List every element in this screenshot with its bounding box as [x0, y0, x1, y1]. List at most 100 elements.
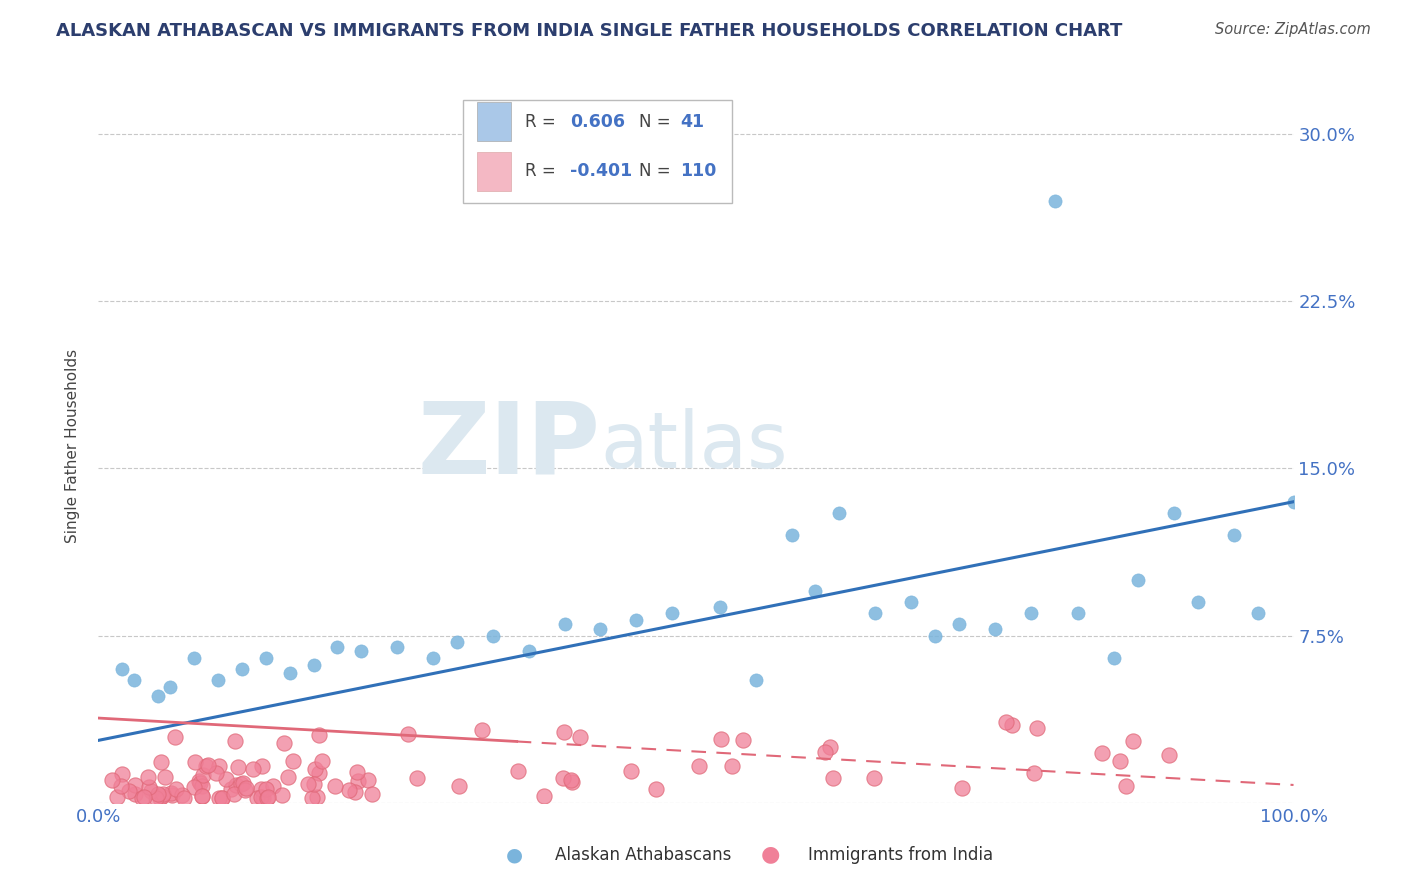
Point [1122, 733, 1144, 747]
Point [481, 628, 505, 642]
Point [357, 773, 380, 788]
Point [124, 787, 146, 801]
Point [814, 744, 837, 758]
Point [224, 734, 246, 748]
Point [721, 759, 744, 773]
Point [132, 789, 155, 804]
Point [191, 779, 214, 793]
Point [471, 723, 494, 738]
Point [250, 781, 273, 796]
Point [297, 777, 319, 791]
Point [517, 644, 540, 658]
Point [446, 635, 468, 649]
Point [862, 772, 884, 786]
Point [346, 765, 368, 780]
Point [731, 733, 754, 747]
Point [302, 657, 325, 672]
FancyBboxPatch shape [463, 100, 733, 203]
Point [159, 680, 181, 694]
Point [155, 771, 177, 785]
Text: Immigrants from India: Immigrants from India [808, 846, 994, 863]
Text: ●: ● [506, 845, 523, 864]
Text: 0.606: 0.606 [571, 112, 626, 130]
Text: -0.401: -0.401 [571, 162, 633, 180]
Point [188, 776, 211, 790]
Point [818, 739, 841, 754]
Point [561, 775, 583, 789]
Point [865, 607, 887, 621]
Point [1019, 607, 1042, 621]
Point [165, 730, 187, 744]
Point [323, 779, 346, 793]
Point [256, 782, 278, 797]
Point [215, 772, 238, 786]
Point [626, 613, 648, 627]
Text: ZIP: ZIP [418, 398, 600, 494]
Point [271, 788, 294, 802]
Point [145, 791, 167, 805]
Point [554, 617, 576, 632]
Point [1282, 494, 1305, 508]
Point [207, 673, 229, 687]
Point [225, 778, 247, 792]
Point [745, 673, 768, 687]
Point [205, 765, 228, 780]
Point [222, 787, 245, 801]
Text: Source: ZipAtlas.com: Source: ZipAtlas.com [1215, 22, 1371, 37]
Point [508, 764, 530, 778]
Point [709, 599, 731, 614]
Text: Alaskan Athabascans: Alaskan Athabascans [555, 846, 731, 863]
Point [228, 759, 250, 773]
Point [984, 622, 1007, 636]
Point [170, 789, 193, 803]
Point [569, 730, 592, 744]
Point [533, 789, 555, 803]
Point [229, 776, 252, 790]
Point [183, 651, 205, 665]
Point [1163, 506, 1185, 520]
Point [350, 644, 373, 658]
Text: N =: N = [638, 162, 675, 180]
Point [250, 758, 273, 772]
Point [231, 662, 253, 676]
Point [124, 673, 146, 687]
Point [644, 782, 666, 797]
Point [111, 662, 134, 676]
Point [661, 607, 683, 621]
Text: 110: 110 [681, 162, 717, 180]
Point [804, 583, 827, 598]
Point [195, 758, 218, 772]
Point [343, 785, 366, 799]
Point [277, 770, 299, 784]
Point [304, 762, 326, 776]
Point [422, 651, 444, 665]
Point [160, 786, 183, 800]
FancyBboxPatch shape [477, 152, 510, 191]
Point [232, 775, 254, 789]
Point [406, 771, 429, 785]
Point [150, 755, 173, 769]
Text: N =: N = [638, 112, 675, 130]
Text: atlas: atlas [600, 408, 787, 484]
Text: ALASKAN ATHABASCAN VS IMMIGRANTS FROM INDIA SINGLE FATHER HOUSEHOLDS CORRELATION: ALASKAN ATHABASCAN VS IMMIGRANTS FROM IN… [56, 22, 1122, 40]
Point [100, 773, 122, 788]
Point [551, 771, 574, 785]
Point [173, 791, 195, 805]
Point [311, 754, 333, 768]
Point [211, 791, 233, 805]
Point [1157, 747, 1180, 762]
Point [301, 791, 323, 805]
Point [995, 715, 1018, 730]
Point [136, 770, 159, 784]
Point [184, 756, 207, 770]
Y-axis label: Single Father Households: Single Father Households [65, 349, 80, 543]
Point [165, 781, 187, 796]
Point [308, 728, 330, 742]
Point [254, 651, 277, 665]
Point [948, 617, 970, 632]
Point [1025, 721, 1047, 735]
Point [1223, 528, 1246, 542]
Point [308, 766, 330, 780]
Point [619, 764, 641, 778]
Point [273, 736, 295, 750]
